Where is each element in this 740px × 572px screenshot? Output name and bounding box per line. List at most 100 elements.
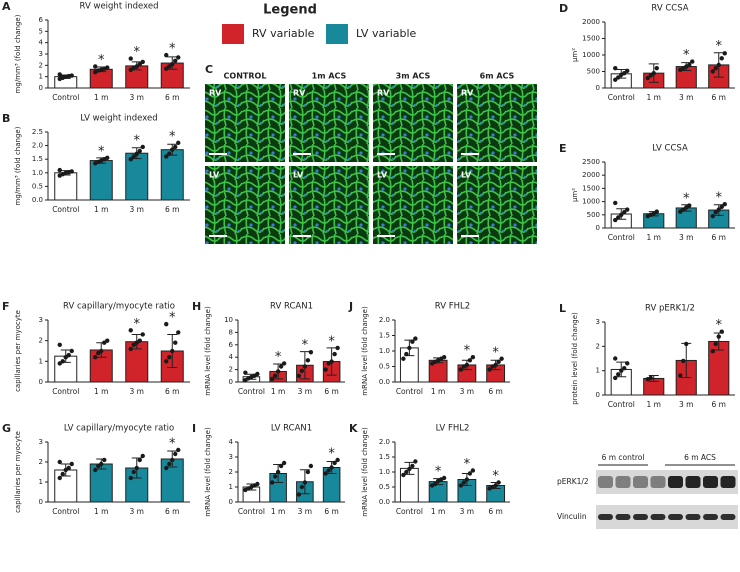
y-tick-label: 1.0 <box>379 468 390 476</box>
data-point <box>272 373 278 378</box>
x-tick-label: 1 m <box>271 387 285 396</box>
significance-star: * <box>716 191 723 206</box>
chart-title: LV CCSA <box>652 144 688 154</box>
blot-band <box>668 514 683 520</box>
data-point <box>299 484 305 490</box>
data-point <box>164 52 169 58</box>
x-tick-label: 1 m <box>647 93 661 102</box>
data-point <box>173 144 178 150</box>
y-tick-label: 0 <box>596 391 600 399</box>
blot-group: 6 m ACS <box>684 453 716 462</box>
x-tick-label: Control <box>238 507 265 516</box>
micrograph <box>373 84 453 162</box>
data-point <box>140 144 145 150</box>
data-point <box>69 461 74 467</box>
data-point <box>105 155 110 161</box>
y-tick-label: 2500 <box>582 158 600 166</box>
row-label: RV <box>377 89 390 98</box>
data-point <box>619 212 624 217</box>
y-axis-label: capillaries per myocyte <box>14 431 22 513</box>
data-point <box>137 148 142 154</box>
x-tick-label: 6 m <box>712 400 726 409</box>
row-label: LV <box>209 171 220 180</box>
panel-letter: I <box>192 422 196 435</box>
x-tick-label: 3 m <box>298 387 312 396</box>
x-tick-label: 6 m <box>712 93 726 102</box>
y-tick-label: 1 <box>39 73 43 81</box>
data-point <box>93 64 98 69</box>
data-point <box>164 359 169 364</box>
data-point <box>713 209 718 215</box>
y-tick-label: 2.5 <box>32 128 43 136</box>
data-point <box>410 339 415 344</box>
y-tick-label: 2 <box>39 61 43 69</box>
y-tick-label: 0 <box>229 498 233 506</box>
y-tick-label: 4 <box>39 39 44 47</box>
legend-swatch <box>222 24 244 44</box>
x-tick-label: 1 m <box>431 387 445 396</box>
x-tick-label: Control <box>608 233 635 242</box>
chart-title: LV capillary/myocyte ratio <box>64 424 174 434</box>
significance-star: * <box>435 465 442 480</box>
x-tick-label: 1 m <box>431 507 445 516</box>
x-tick-label: Control <box>396 507 423 516</box>
data-point <box>713 341 718 347</box>
data-point <box>255 481 260 487</box>
significance-star: * <box>134 317 141 332</box>
data-point <box>243 370 248 375</box>
data-point <box>255 371 260 377</box>
data-point <box>308 463 314 469</box>
blot-band <box>720 514 736 520</box>
blot-band <box>685 514 701 520</box>
x-tick-label: 1 m <box>94 205 108 214</box>
data-point <box>167 64 172 69</box>
data-point <box>404 469 409 475</box>
data-point <box>332 351 337 357</box>
blot-band <box>668 476 683 488</box>
data-point <box>57 342 62 347</box>
x-tick-label: 1 m <box>94 93 108 102</box>
chart-title: RV capillary/myocyte ratio <box>63 302 175 312</box>
y-tick-label: 6 <box>229 341 234 349</box>
data-point <box>470 355 476 360</box>
x-tick-label: 3 m <box>460 387 474 396</box>
y-tick-label: 2000 <box>582 171 600 179</box>
data-point <box>170 61 175 67</box>
significance-star: * <box>98 144 105 159</box>
chart-title: RV FHL2 <box>435 302 470 312</box>
x-tick-label: 6 m <box>488 387 502 396</box>
x-tick-label: Control <box>608 400 635 409</box>
data-point <box>167 355 172 360</box>
chart-title: LV weight indexed <box>80 114 157 124</box>
data-point <box>105 338 110 343</box>
y-axis-label: mg/mm³ (fold change) <box>14 126 22 205</box>
data-point <box>710 69 715 74</box>
data-point <box>269 480 275 485</box>
significance-star: * <box>169 129 176 144</box>
blot-band <box>720 476 736 488</box>
x-tick-label: Control <box>52 93 79 102</box>
data-point <box>131 154 136 159</box>
y-tick-label: 8 <box>229 328 233 336</box>
y-tick-label: 5 <box>39 27 43 35</box>
y-axis-label: protein level (fold change) <box>571 312 579 405</box>
significance-star: * <box>492 345 499 360</box>
y-axis-label: μm² <box>571 48 579 62</box>
data-point <box>496 359 501 365</box>
data-point <box>99 348 104 354</box>
data-point <box>134 64 139 69</box>
data-point <box>272 474 278 479</box>
data-point <box>326 468 331 473</box>
y-tick-label: 1.5 <box>379 332 390 340</box>
row-label: RV <box>293 89 306 98</box>
data-point <box>57 459 62 465</box>
data-point <box>128 157 133 162</box>
data-point <box>335 457 340 463</box>
data-point <box>648 73 653 78</box>
data-point <box>616 372 621 377</box>
row-label: RV <box>209 89 222 98</box>
data-point <box>173 340 178 345</box>
data-point <box>499 356 504 361</box>
data-point <box>410 463 415 469</box>
data-point <box>176 447 181 453</box>
